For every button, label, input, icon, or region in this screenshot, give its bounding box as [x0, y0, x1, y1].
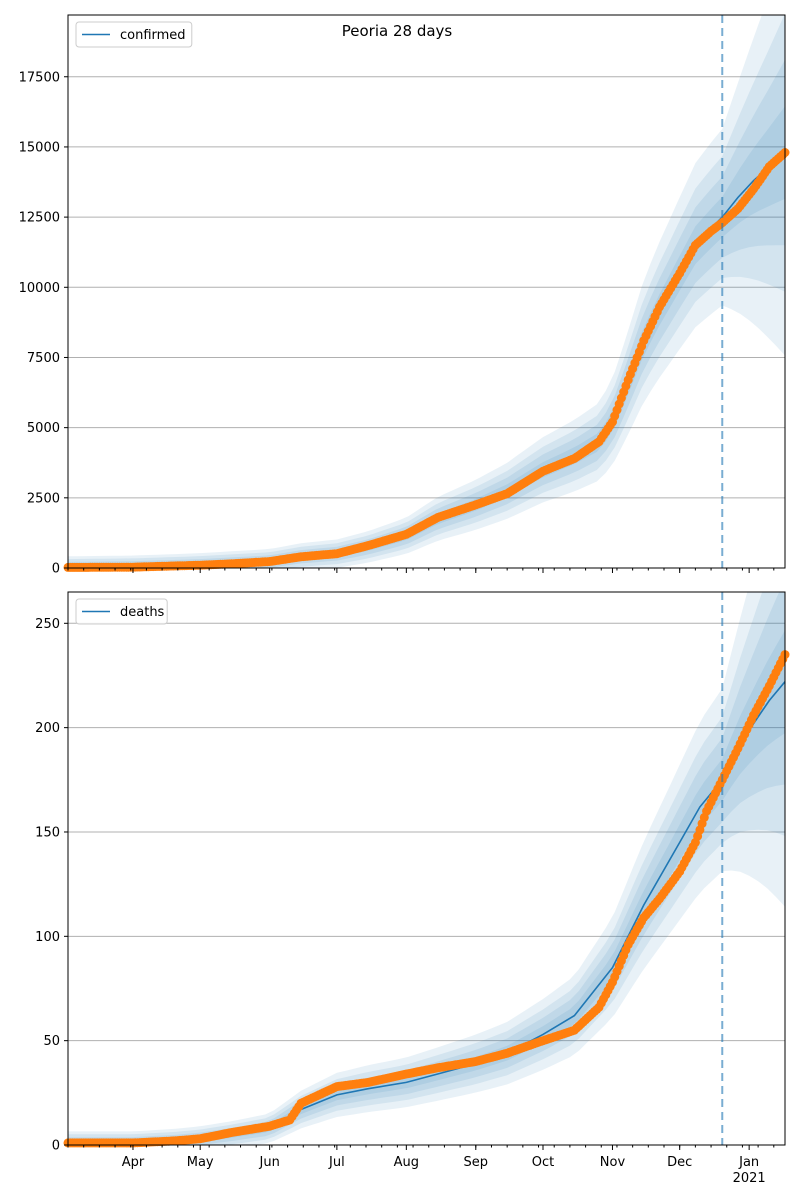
y-tick-label: 12500: [19, 211, 60, 226]
y-tick-label: 100: [35, 930, 60, 945]
y-tick-label: 250: [35, 617, 60, 632]
uncertainty-band: [68, 59, 785, 568]
axes-frame: [67, 14, 786, 569]
legend: deaths: [75, 598, 168, 625]
axes-frame: [67, 591, 786, 1146]
x-tick-label: Jul: [328, 1155, 345, 1170]
x-tick-label: Sep: [464, 1155, 489, 1170]
x-tick-label: Nov: [600, 1155, 626, 1170]
legend: confirmed: [75, 21, 193, 48]
x-tick-year-label: 2021: [733, 1171, 766, 1186]
deaths-chart-panel: 0 50 100 150 200 250 Apr May Jun Jul Aug Sep Oct Nov D…: [35, 591, 790, 1186]
y-tick-label: 150: [35, 825, 60, 840]
uncertainty-band: [68, 592, 785, 1145]
observed-points: [63, 148, 790, 572]
x-tick-label: Oct: [532, 1155, 554, 1170]
x-tick-label: Apr: [122, 1155, 145, 1170]
uncertainty-band: [68, 592, 785, 1145]
y-tick-label: 15000: [19, 140, 60, 155]
y-tick-label: 17500: [19, 70, 60, 85]
legend-label: deaths: [120, 605, 165, 620]
y-tick-label: 50: [43, 1034, 60, 1049]
y-tick-label: 0: [52, 1139, 60, 1154]
y-tick-label: 10000: [19, 281, 60, 296]
x-tick-label: Dec: [667, 1155, 692, 1170]
figure-title: Peoria 28 days: [342, 22, 453, 40]
x-tick-label: Jun: [259, 1155, 280, 1170]
legend-box: [75, 21, 193, 48]
legend-label: confirmed: [120, 28, 186, 43]
legend-box: [75, 598, 168, 625]
y-tick-label: 0: [52, 562, 60, 577]
x-tick-label: Jan: [738, 1155, 759, 1170]
x-tick-label: Aug: [394, 1155, 419, 1170]
y-tick-label: 7500: [27, 351, 60, 366]
x-tick-label: May: [187, 1155, 214, 1170]
y-tick-label: 200: [35, 721, 60, 736]
confirmed-chart-panel: 0 2500 5000 7500 10000 12500 15000 17500 confirm…: [19, 14, 790, 577]
y-tick-label: 5000: [27, 421, 60, 436]
y-tick-label: 2500: [27, 491, 60, 506]
